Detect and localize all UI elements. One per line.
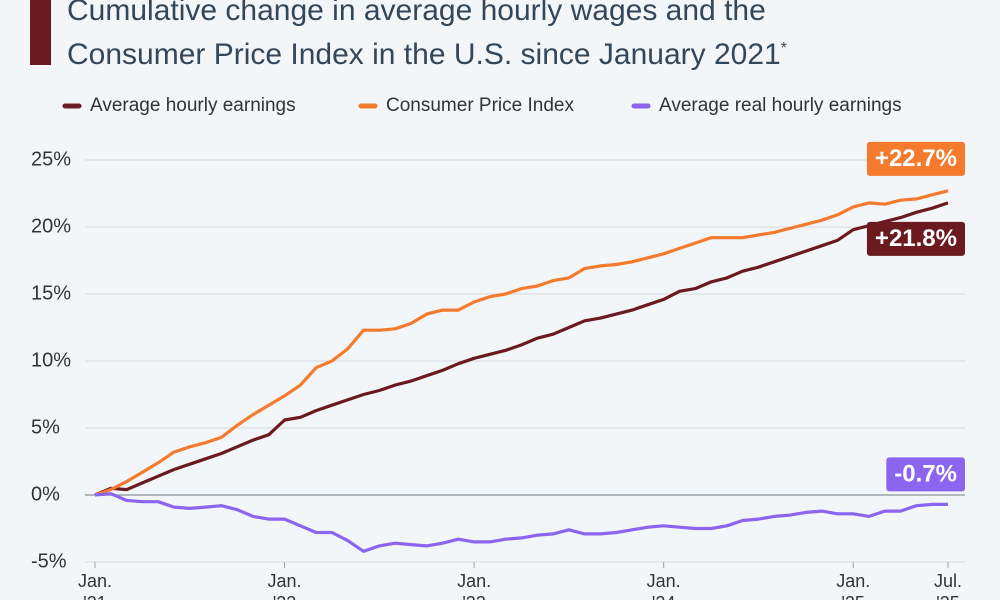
y-tick-label: -5% [31,550,67,572]
value-label-text: +22.7% [875,145,957,172]
legend-label: Consumer Price Index [386,95,574,116]
value-label-text: -0.7% [894,461,957,488]
x-tick-label: Jul. '25 [934,571,962,600]
x-tick-label: Jan. '23 [457,571,491,600]
x-tick-label-part: Jan. [836,571,870,591]
x-tick-label-part: '23 [462,593,485,600]
x-tick-label-part: Jul. [934,571,962,591]
y-tick-label: 25% [31,148,71,170]
accent-bar [30,0,51,65]
x-tick-label-part: '22 [273,593,296,600]
y-tick-label: 20% [31,215,71,237]
x-tick-label: Jan. '21 [78,571,112,600]
y-tick-label: 0% [31,483,60,505]
value-label: +22.7% [866,141,965,176]
legend-label: Average hourly earnings [90,95,296,116]
x-tick-label-part: Jan. [268,571,302,591]
x-tick-label-part: '25 [936,593,959,600]
x-tick-label: Jan. '24 [647,571,681,600]
y-tick-label: 5% [31,416,60,438]
x-tick-label-part: '21 [83,593,106,600]
value-label: +21.8% [866,221,965,256]
x-tick-label-part: '24 [652,593,675,600]
x-tick-label-part: Jan. [457,571,491,591]
value-label-box [866,141,965,176]
series-line [94,492,948,553]
value-label: -0.7% [886,457,965,492]
x-tick-label-part: Jan. [647,571,681,591]
chart-title: Cumulative change in average hourly wage… [67,0,867,74]
value-label-text: +21.8% [875,225,957,252]
title-marker: * [780,40,787,57]
x-tick-label-part: Jan. [78,571,112,591]
value-label-box [886,457,965,492]
title-text: Cumulative change in average hourly wage… [67,0,781,71]
x-tick-label: Jan. '22 [268,571,302,600]
x-tick-label-part: '25 [841,593,864,600]
y-tick-label: 15% [31,282,71,304]
y-tick-label: 10% [31,349,71,371]
x-tick-label: Jan. '25 [836,571,870,600]
series-line [94,189,949,497]
legend-label: Average real hourly earnings [659,95,902,116]
value-label-box [866,221,965,256]
series-line [94,201,949,497]
